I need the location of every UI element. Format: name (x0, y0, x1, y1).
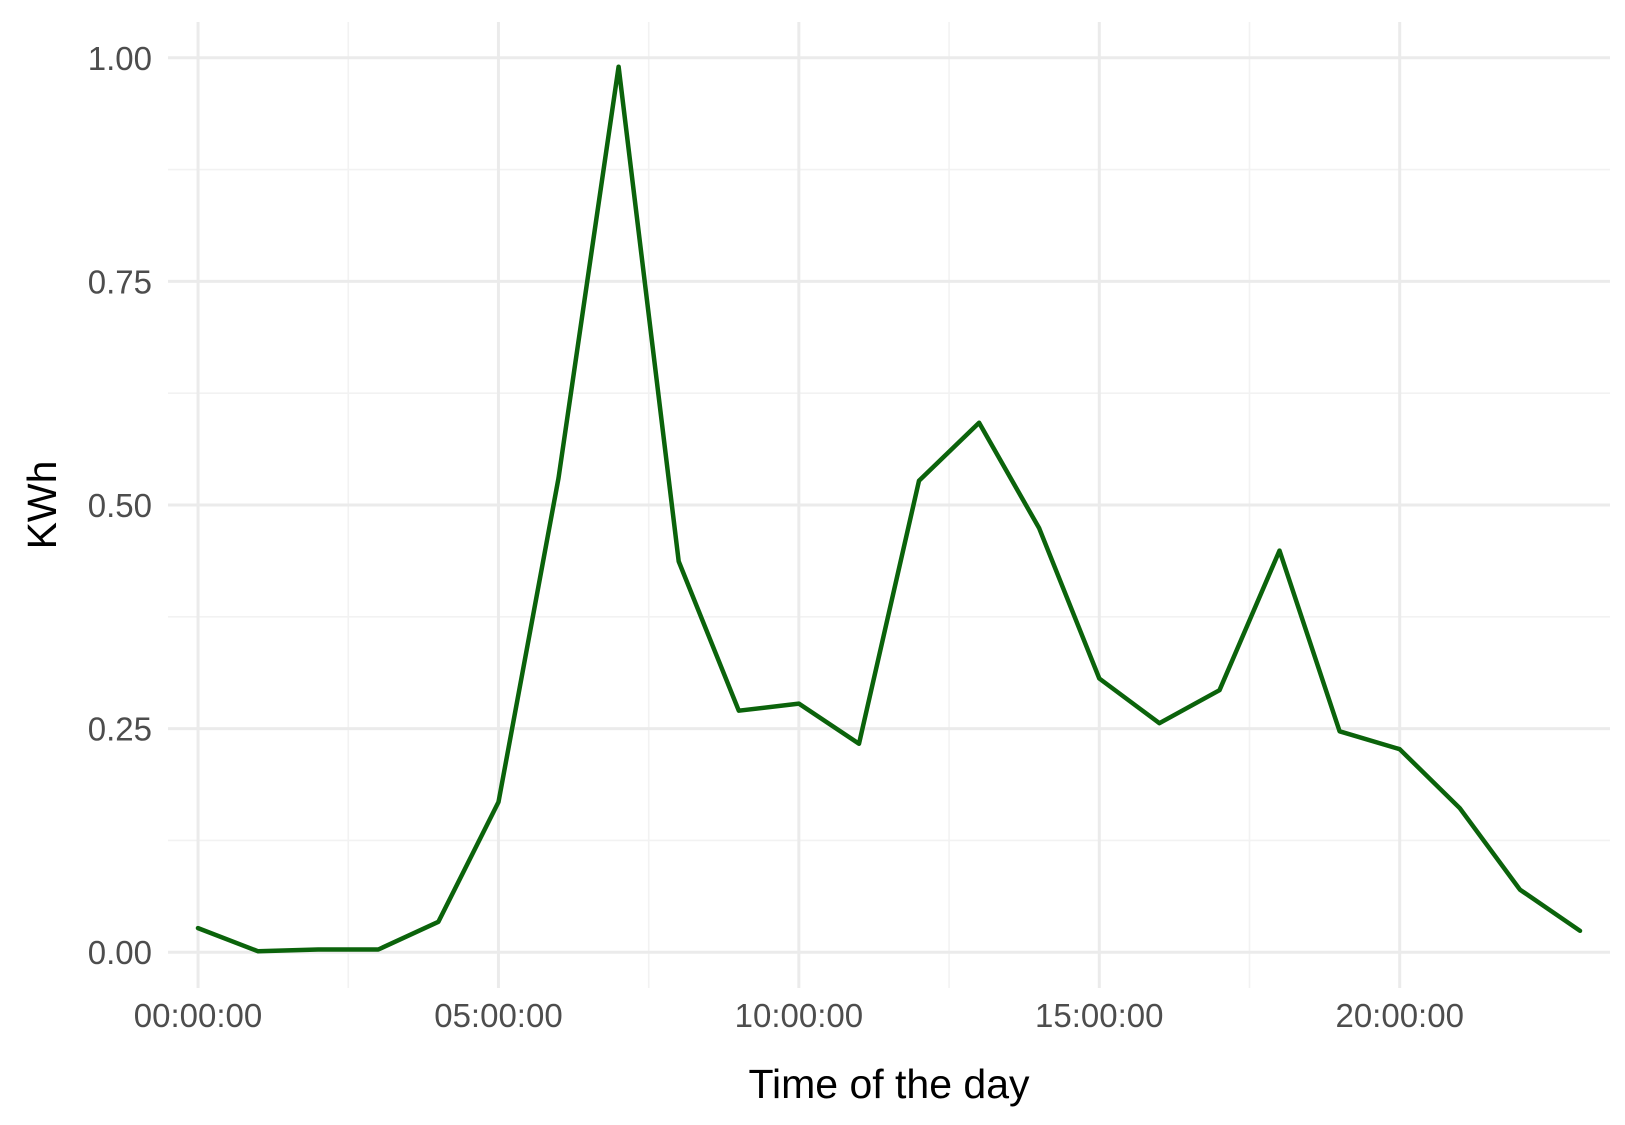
x-tick-label: 20:00:00 (1335, 997, 1463, 1034)
x-axis-title: Time of the day (748, 1061, 1030, 1107)
y-tick-label: 0.00 (88, 934, 152, 971)
x-axis-tick-labels: 00:00:00 05:00:00 10:00:00 15:00:00 20:00:00 (134, 997, 1464, 1034)
y-tick-label: 0.25 (88, 711, 152, 748)
x-tick-label: 15:00:00 (1035, 997, 1163, 1034)
x-tick-label: 10:00:00 (735, 997, 863, 1034)
major-gridlines (168, 22, 1610, 988)
y-tick-label: 0.50 (88, 487, 152, 524)
x-tick-label: 00:00:00 (134, 997, 262, 1034)
x-tick-label: 05:00:00 (434, 997, 562, 1034)
series-line (195, 64, 1583, 954)
series-layer (195, 64, 1583, 954)
y-tick-label: 0.75 (88, 263, 152, 300)
y-tick-label: 1.00 (88, 40, 152, 77)
y-axis-title: KWh (19, 461, 65, 550)
y-axis-tick-labels: 0.00 0.25 0.50 0.75 1.00 (88, 40, 152, 971)
